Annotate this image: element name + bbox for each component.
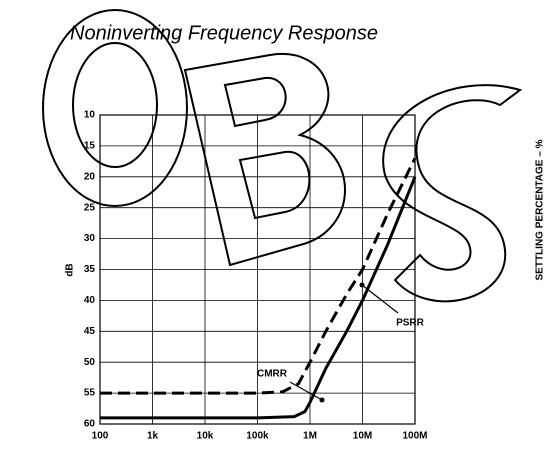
y-tick-label: 10 [84, 110, 96, 121]
x-tick-label: 1M [303, 431, 317, 442]
y-tick-label: 35 [84, 264, 96, 275]
y-tick-label: 25 [84, 202, 96, 213]
series-line [100, 157, 417, 395]
series-line [100, 176, 417, 420]
arrow-head [359, 282, 365, 288]
arrow-head [319, 397, 325, 403]
y-tick-label: 30 [84, 233, 96, 244]
x-tick-label: 100 [92, 431, 109, 442]
y-tick-label: 45 [84, 326, 96, 337]
x-tick-label: 10M [353, 431, 372, 442]
y-tick-label: 60 [84, 419, 96, 430]
y-tick-label: 20 [84, 171, 96, 182]
series-annotation: PSRR [396, 318, 425, 329]
annotation-arrow [361, 284, 399, 314]
annotation-arrow [289, 381, 323, 401]
y-tick-label: 15 [84, 141, 96, 152]
watermark [42, 9, 523, 303]
series-annotation: CMRR [257, 369, 288, 380]
y-axis-label: dB [65, 263, 76, 276]
chart-title: Noninverting Frequency Response [70, 22, 378, 44]
x-tick-label: 10k [197, 431, 214, 442]
y-tick-label: 55 [84, 388, 96, 399]
side-label: SETTLING PERCENTAGE – % [535, 139, 546, 280]
x-tick-label: 100M [402, 431, 427, 442]
y-tick-label: 50 [84, 357, 96, 368]
x-tick-label: 1k [147, 431, 159, 442]
y-tick-label: 40 [84, 295, 96, 306]
x-tick-label: 100k [246, 431, 269, 442]
